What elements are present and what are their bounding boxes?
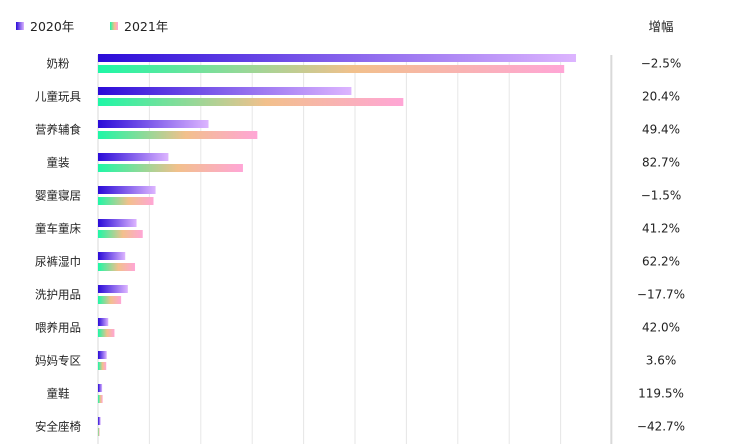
category-label: 婴童寝居 — [35, 189, 81, 203]
growth-label: 119.5% — [638, 387, 684, 401]
category-label: 妈妈专区 — [35, 354, 81, 368]
growth-label: −42.7% — [637, 420, 685, 434]
legend-swatch-2021 — [110, 22, 118, 30]
bar-2021-5 — [98, 230, 143, 238]
bar-2021-4 — [98, 197, 154, 205]
growth-label: −2.5% — [641, 57, 682, 71]
bar-2020-7 — [98, 285, 128, 293]
growth-label: 20.4% — [642, 90, 680, 104]
growth-label: −17.7% — [637, 288, 685, 302]
bar-2021-1 — [98, 98, 404, 106]
bar-2021-2 — [98, 131, 258, 139]
category-label: 儿童玩具 — [35, 90, 81, 104]
growth-label: 62.2% — [642, 255, 680, 269]
bar-2020-0 — [98, 54, 577, 62]
legend-swatch-2020 — [16, 22, 24, 30]
category-label: 安全座椅 — [35, 420, 81, 434]
growth-labels: −2.5% 20.4% 49.4% 82.7% −1.5% 41.2% 62.2% −17.7… — [637, 57, 685, 434]
bar-2020-2 — [98, 120, 209, 128]
bar-2021-0 — [98, 65, 565, 73]
bar-2020-8 — [98, 318, 109, 326]
bar-2021-9 — [98, 362, 107, 370]
category-label: 童装 — [47, 156, 70, 170]
category-label: 奶粉 — [47, 57, 70, 71]
bar-2020-3 — [98, 153, 169, 161]
growth-label: 41.2% — [642, 222, 680, 236]
bar-2021-8 — [98, 329, 115, 337]
bar-2021-6 — [98, 263, 136, 271]
growth-label: −1.5% — [641, 189, 682, 203]
category-label: 营养辅食 — [35, 123, 81, 137]
bar-2020-5 — [98, 219, 137, 227]
growth-label: 42.0% — [642, 321, 680, 335]
bar-2021-3 — [98, 164, 243, 172]
legend-label-2021: 2021年 — [124, 19, 168, 34]
category-labels: 奶粉儿童玩具营养辅食童装婴童寝居童车童床尿裤湿巾洗护用品喂养用品妈妈专区童鞋安全… — [35, 57, 81, 434]
bar-2021-11 — [98, 428, 100, 436]
bar-2020-11 — [98, 417, 101, 425]
bar-2021-10 — [98, 395, 103, 403]
legend-label-2020: 2020年 — [30, 19, 74, 34]
bars — [98, 54, 577, 436]
bar-2020-4 — [98, 186, 156, 194]
bar-2020-1 — [98, 87, 352, 95]
category-label: 喂养用品 — [35, 321, 81, 335]
bar-2020-6 — [98, 252, 126, 260]
growth-label: 82.7% — [642, 156, 680, 170]
bar-2020-9 — [98, 351, 107, 359]
category-label: 尿裤湿巾 — [35, 255, 81, 269]
growth-label: 49.4% — [642, 123, 680, 137]
category-label: 童鞋 — [47, 387, 70, 401]
growth-header: 增幅 — [648, 19, 673, 34]
category-label: 洗护用品 — [35, 288, 81, 302]
legend: 2020年 2021年 — [16, 19, 168, 34]
gridlines — [97, 55, 613, 444]
bar-2021-7 — [98, 296, 122, 304]
bar-2020-10 — [98, 384, 103, 392]
category-label: 童车童床 — [35, 222, 81, 236]
growth-label: 3.6% — [646, 354, 677, 368]
